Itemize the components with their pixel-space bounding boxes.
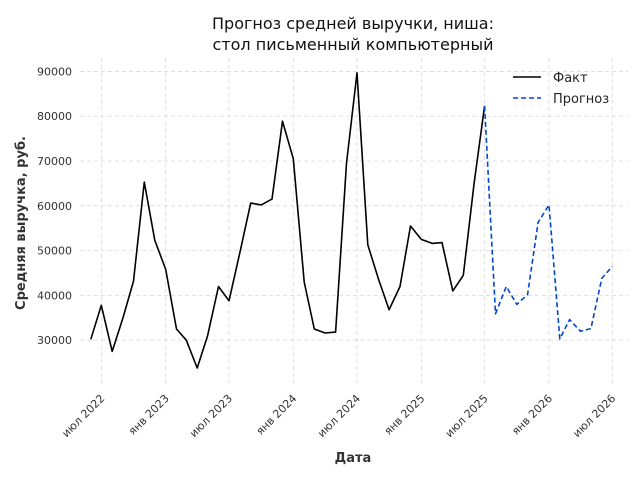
y-tick-label: 80000 bbox=[37, 110, 72, 123]
y-tick-label: 30000 bbox=[37, 334, 72, 347]
y-tick-labels: 30000 40000 50000 60000 70000 80000 90000 bbox=[37, 65, 72, 347]
y-axis-label: Средняя выручка, руб. bbox=[14, 136, 29, 310]
x-tick-label: июл 2025 bbox=[443, 392, 491, 440]
x-tick-label: янв 2025 bbox=[382, 392, 428, 438]
legend-label-forecast: Прогноз bbox=[553, 92, 609, 107]
series-layer bbox=[90, 72, 613, 369]
x-tick-label: июл 2022 bbox=[59, 392, 107, 440]
grid-layer bbox=[80, 58, 628, 385]
x-axis-label: Дата bbox=[335, 451, 372, 466]
legend: Факт Прогноз bbox=[513, 71, 609, 107]
x-tick-label: янв 2024 bbox=[254, 392, 300, 438]
y-tick-label: 40000 bbox=[37, 289, 72, 302]
series-line-fact bbox=[90, 72, 486, 369]
series-line-forecast bbox=[483, 105, 613, 340]
y-tick-label: 90000 bbox=[37, 65, 72, 78]
x-tick-label: июл 2026 bbox=[570, 392, 618, 440]
y-tick-label: 60000 bbox=[37, 200, 72, 213]
x-tick-label: июл 2023 bbox=[187, 392, 235, 440]
x-tick-label: июл 2024 bbox=[315, 392, 363, 440]
chart-title-line-1: Прогноз средней выручки, ниша: bbox=[212, 14, 494, 33]
chart-title-line-2: стол письменный компьютерный bbox=[213, 35, 494, 54]
x-tick-label: янв 2026 bbox=[509, 392, 555, 438]
y-tick-label: 50000 bbox=[37, 245, 72, 258]
y-tick-label: 70000 bbox=[37, 155, 72, 168]
x-tick-label: янв 2023 bbox=[126, 392, 172, 438]
legend-label-fact: Факт bbox=[553, 71, 588, 86]
x-tick-labels: июл 2022 янв 2023 июл 2023 янв 2024 июл 2024… bbox=[59, 392, 618, 440]
